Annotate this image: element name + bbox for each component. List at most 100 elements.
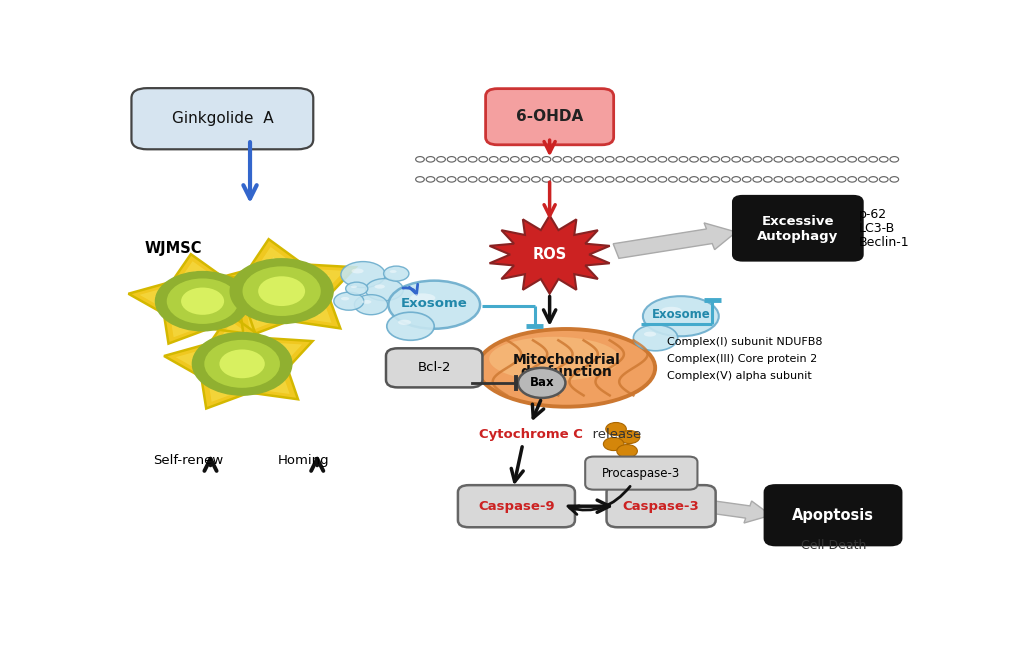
Circle shape xyxy=(878,176,888,182)
Circle shape xyxy=(479,157,487,162)
Circle shape xyxy=(837,176,845,182)
Polygon shape xyxy=(228,257,329,322)
Text: WJMSC: WJMSC xyxy=(145,241,202,256)
Ellipse shape xyxy=(642,296,718,337)
Circle shape xyxy=(626,176,635,182)
Circle shape xyxy=(499,176,508,182)
Ellipse shape xyxy=(340,262,385,288)
Circle shape xyxy=(637,157,645,162)
Polygon shape xyxy=(212,247,344,331)
Circle shape xyxy=(489,176,497,182)
Circle shape xyxy=(511,176,519,182)
Ellipse shape xyxy=(489,337,619,381)
Circle shape xyxy=(868,176,876,182)
Circle shape xyxy=(858,176,866,182)
Polygon shape xyxy=(192,331,287,393)
Circle shape xyxy=(773,176,782,182)
Circle shape xyxy=(858,157,866,162)
Text: Excessive
Autophagy: Excessive Autophagy xyxy=(756,214,838,243)
Circle shape xyxy=(668,176,677,182)
Text: Beclin-1: Beclin-1 xyxy=(858,236,909,249)
Circle shape xyxy=(815,157,824,162)
Circle shape xyxy=(416,157,424,162)
Circle shape xyxy=(605,157,613,162)
Text: Caspase-9: Caspase-9 xyxy=(478,500,554,513)
FancyBboxPatch shape xyxy=(585,456,697,490)
Ellipse shape xyxy=(374,284,384,288)
Circle shape xyxy=(436,176,445,182)
Circle shape xyxy=(784,157,793,162)
Circle shape xyxy=(657,176,666,182)
Circle shape xyxy=(742,157,750,162)
Circle shape xyxy=(619,430,639,443)
Ellipse shape xyxy=(354,295,387,314)
Circle shape xyxy=(752,157,761,162)
Ellipse shape xyxy=(340,297,348,300)
Circle shape xyxy=(868,157,876,162)
Text: Exosome: Exosome xyxy=(651,308,709,321)
Text: p-62: p-62 xyxy=(858,208,886,221)
Text: Bcl-2: Bcl-2 xyxy=(417,361,450,374)
Circle shape xyxy=(511,157,519,162)
Ellipse shape xyxy=(397,320,411,325)
FancyBboxPatch shape xyxy=(385,348,482,387)
FancyBboxPatch shape xyxy=(606,485,715,527)
Ellipse shape xyxy=(219,350,265,378)
Circle shape xyxy=(521,157,529,162)
Circle shape xyxy=(773,157,782,162)
Circle shape xyxy=(584,176,592,182)
Ellipse shape xyxy=(333,292,364,311)
Text: Self-renew: Self-renew xyxy=(153,454,223,467)
Circle shape xyxy=(826,157,835,162)
Circle shape xyxy=(562,176,572,182)
Circle shape xyxy=(468,157,477,162)
Circle shape xyxy=(710,176,718,182)
Circle shape xyxy=(447,176,455,182)
Ellipse shape xyxy=(386,312,434,340)
Circle shape xyxy=(679,157,687,162)
Circle shape xyxy=(574,176,582,182)
Polygon shape xyxy=(245,268,315,312)
Circle shape xyxy=(647,176,655,182)
Ellipse shape xyxy=(345,282,368,295)
Circle shape xyxy=(574,157,582,162)
FancyBboxPatch shape xyxy=(764,485,901,546)
Circle shape xyxy=(552,176,560,182)
Polygon shape xyxy=(140,261,259,337)
FancyBboxPatch shape xyxy=(131,88,313,149)
Circle shape xyxy=(616,445,637,458)
Polygon shape xyxy=(169,280,232,320)
Text: ROS: ROS xyxy=(532,247,567,262)
Circle shape xyxy=(732,176,740,182)
Circle shape xyxy=(837,157,845,162)
Polygon shape xyxy=(207,342,273,384)
Circle shape xyxy=(752,176,761,182)
Ellipse shape xyxy=(633,325,677,351)
Circle shape xyxy=(689,157,698,162)
FancyBboxPatch shape xyxy=(485,89,613,145)
Ellipse shape xyxy=(643,331,655,337)
Polygon shape xyxy=(175,322,302,402)
Circle shape xyxy=(700,176,708,182)
Circle shape xyxy=(489,157,497,162)
Circle shape xyxy=(795,176,803,182)
Text: Procaspase-3: Procaspase-3 xyxy=(601,467,680,480)
Circle shape xyxy=(784,176,793,182)
Ellipse shape xyxy=(192,332,292,396)
Ellipse shape xyxy=(166,279,238,324)
Circle shape xyxy=(890,157,898,162)
Circle shape xyxy=(468,176,477,182)
Circle shape xyxy=(458,176,466,182)
Circle shape xyxy=(603,437,624,450)
Text: Bax: Bax xyxy=(529,376,553,389)
Circle shape xyxy=(732,157,740,162)
Text: Exosome: Exosome xyxy=(400,298,467,310)
Ellipse shape xyxy=(410,294,435,303)
Circle shape xyxy=(531,176,540,182)
Text: LC3-B: LC3-B xyxy=(858,222,894,235)
Text: Ginkgolide  A: Ginkgolide A xyxy=(171,111,273,126)
Ellipse shape xyxy=(388,281,480,329)
Circle shape xyxy=(878,157,888,162)
Text: Homing: Homing xyxy=(277,454,329,467)
Circle shape xyxy=(720,176,730,182)
